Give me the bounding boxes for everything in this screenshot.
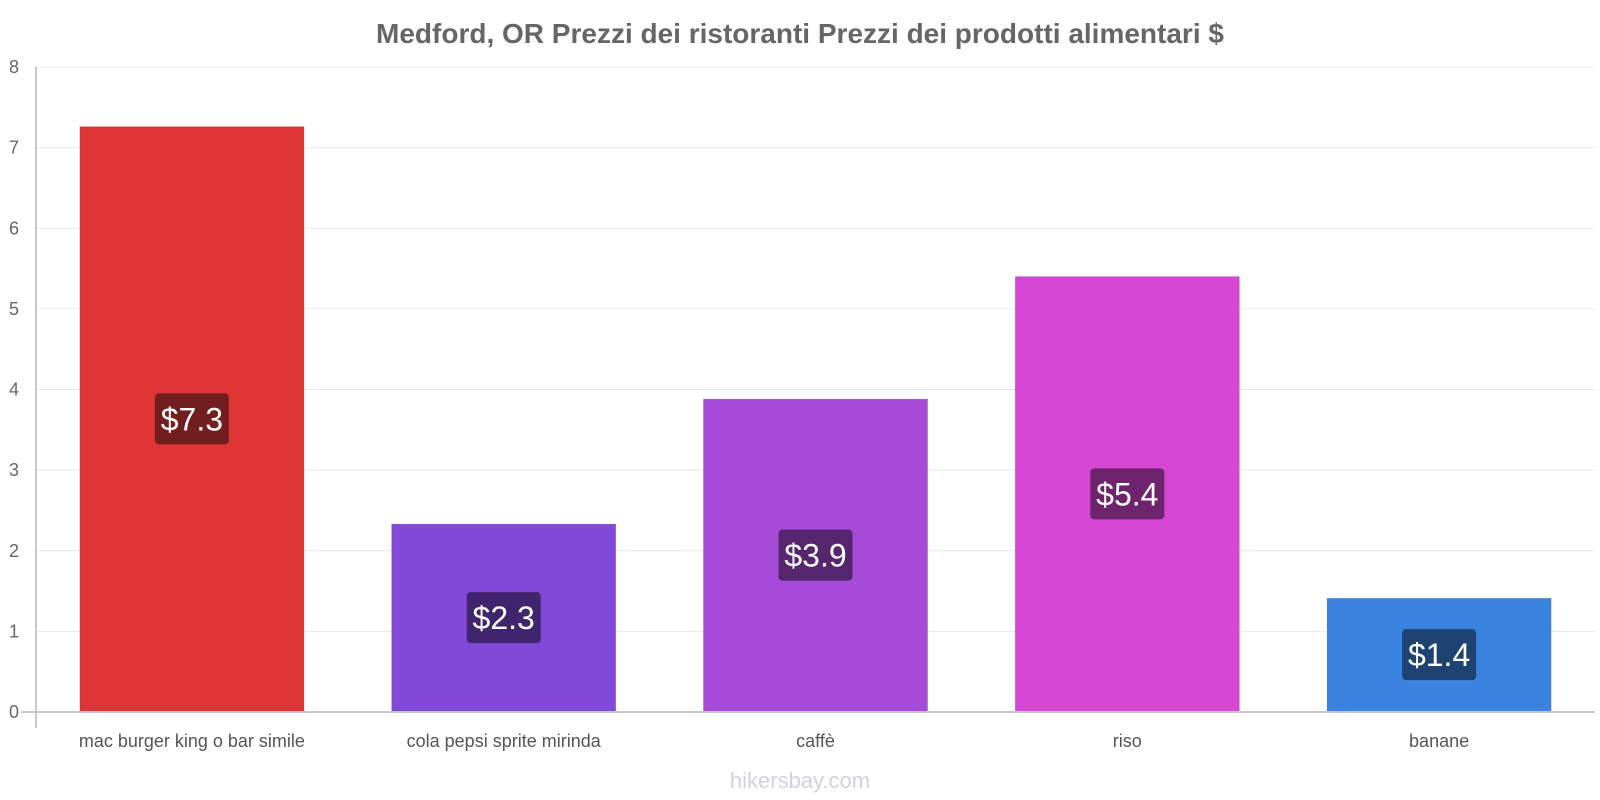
y-tick-label: 4 bbox=[9, 380, 19, 400]
x-tick-label: riso bbox=[1113, 731, 1142, 751]
y-tick-label: 7 bbox=[9, 138, 19, 158]
value-label-box bbox=[778, 529, 853, 581]
value-label-box bbox=[154, 393, 229, 445]
value-label-box bbox=[466, 592, 541, 644]
x-tick-label: banane bbox=[1409, 731, 1469, 751]
value-label: $1.4 bbox=[1402, 629, 1477, 681]
value-label-text: $7.3 bbox=[161, 401, 223, 437]
value-label-box bbox=[1090, 468, 1165, 520]
value-label: $7.3 bbox=[154, 393, 229, 445]
value-label-text: $3.9 bbox=[784, 538, 846, 574]
value-label: $5.4 bbox=[1090, 468, 1165, 520]
y-tick-label: 1 bbox=[9, 621, 19, 641]
bars bbox=[79, 126, 1552, 713]
value-label: $3.9 bbox=[778, 529, 853, 581]
y-tick-label: 8 bbox=[9, 57, 19, 77]
y-tick-label: 3 bbox=[9, 460, 19, 480]
y-tick-label: 2 bbox=[9, 541, 19, 561]
watermark: hikersbay.com bbox=[730, 768, 870, 793]
x-tick-label: mac burger king o bar simile bbox=[79, 731, 305, 751]
y-tick-label: 0 bbox=[9, 702, 19, 722]
value-label-text: $5.4 bbox=[1096, 476, 1158, 512]
value-label-box bbox=[1402, 629, 1477, 681]
value-label-text: $1.4 bbox=[1408, 637, 1470, 673]
y-tick-label: 5 bbox=[9, 299, 19, 319]
x-axis: mac burger king o bar simile cola pepsi s… bbox=[21, 711, 1595, 751]
value-label-text: $2.3 bbox=[473, 600, 535, 636]
x-tick-label: caffè bbox=[796, 731, 835, 751]
x-tick-label: cola pepsi sprite mirinda bbox=[407, 731, 602, 751]
bar bbox=[79, 126, 305, 713]
value-labels: $7.3 $2.3 $3.9 $5.4 $1.4 bbox=[154, 393, 1477, 681]
y-axis: 0 1 2 3 4 5 6 7 8 bbox=[9, 57, 37, 728]
value-label: $2.3 bbox=[466, 592, 541, 644]
y-tick-label: 6 bbox=[9, 218, 19, 238]
chart-title: Medford, OR Prezzi dei ristoranti Prezzi… bbox=[376, 18, 1224, 49]
